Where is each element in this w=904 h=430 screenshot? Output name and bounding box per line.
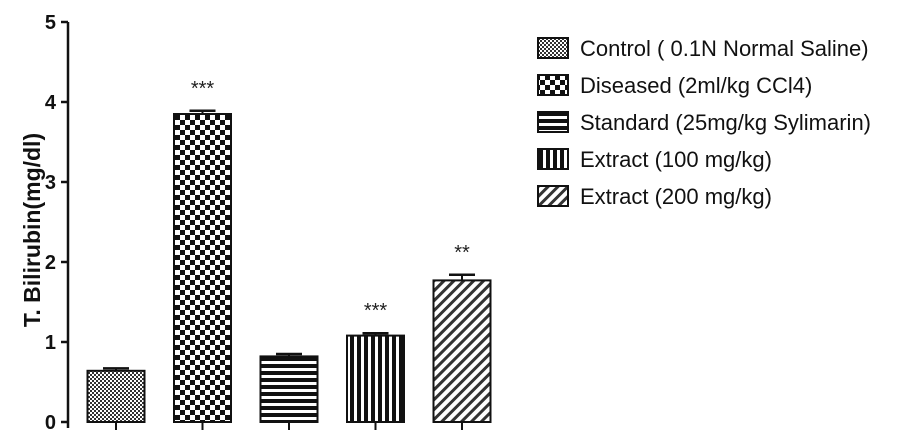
significance-label: ** <box>454 242 470 264</box>
legend-swatch <box>537 37 569 59</box>
legend-label: Control ( 0.1N Normal Saline) <box>580 36 869 61</box>
y-tick-label: 5 <box>45 12 56 34</box>
y-tick-label: 4 <box>45 92 57 114</box>
significance-label: *** <box>364 300 388 322</box>
legend-label: Diseased (2ml/kg CCl4) <box>580 73 812 98</box>
legend-label: Extract (200 mg/kg) <box>580 184 772 209</box>
legend-swatch <box>537 111 569 133</box>
significance-label: *** <box>191 78 215 100</box>
legend-swatch <box>537 148 569 170</box>
bar <box>259 355 319 423</box>
y-tick-label: 0 <box>45 412 56 430</box>
bar <box>346 334 405 424</box>
y-tick-label: 2 <box>45 252 56 274</box>
legend: Control ( 0.1N Normal Saline) Diseased (2… <box>537 36 871 209</box>
y-tick-label: 3 <box>45 172 56 194</box>
y-axis: 0 1 2 3 4 5 <box>45 12 70 430</box>
y-tick-label: 1 <box>45 332 56 354</box>
bars: ******** <box>86 78 492 430</box>
legend-label: Extract (100 mg/kg) <box>580 147 772 172</box>
legend-swatch <box>537 185 569 207</box>
y-axis-label: T. Bilirubin(mg/dl) <box>19 133 45 327</box>
bar <box>173 113 232 423</box>
bar <box>86 369 146 423</box>
legend-label: Standard (25mg/kg Sylimarin) <box>580 110 871 135</box>
bar <box>432 279 492 423</box>
legend-swatch <box>537 74 569 96</box>
